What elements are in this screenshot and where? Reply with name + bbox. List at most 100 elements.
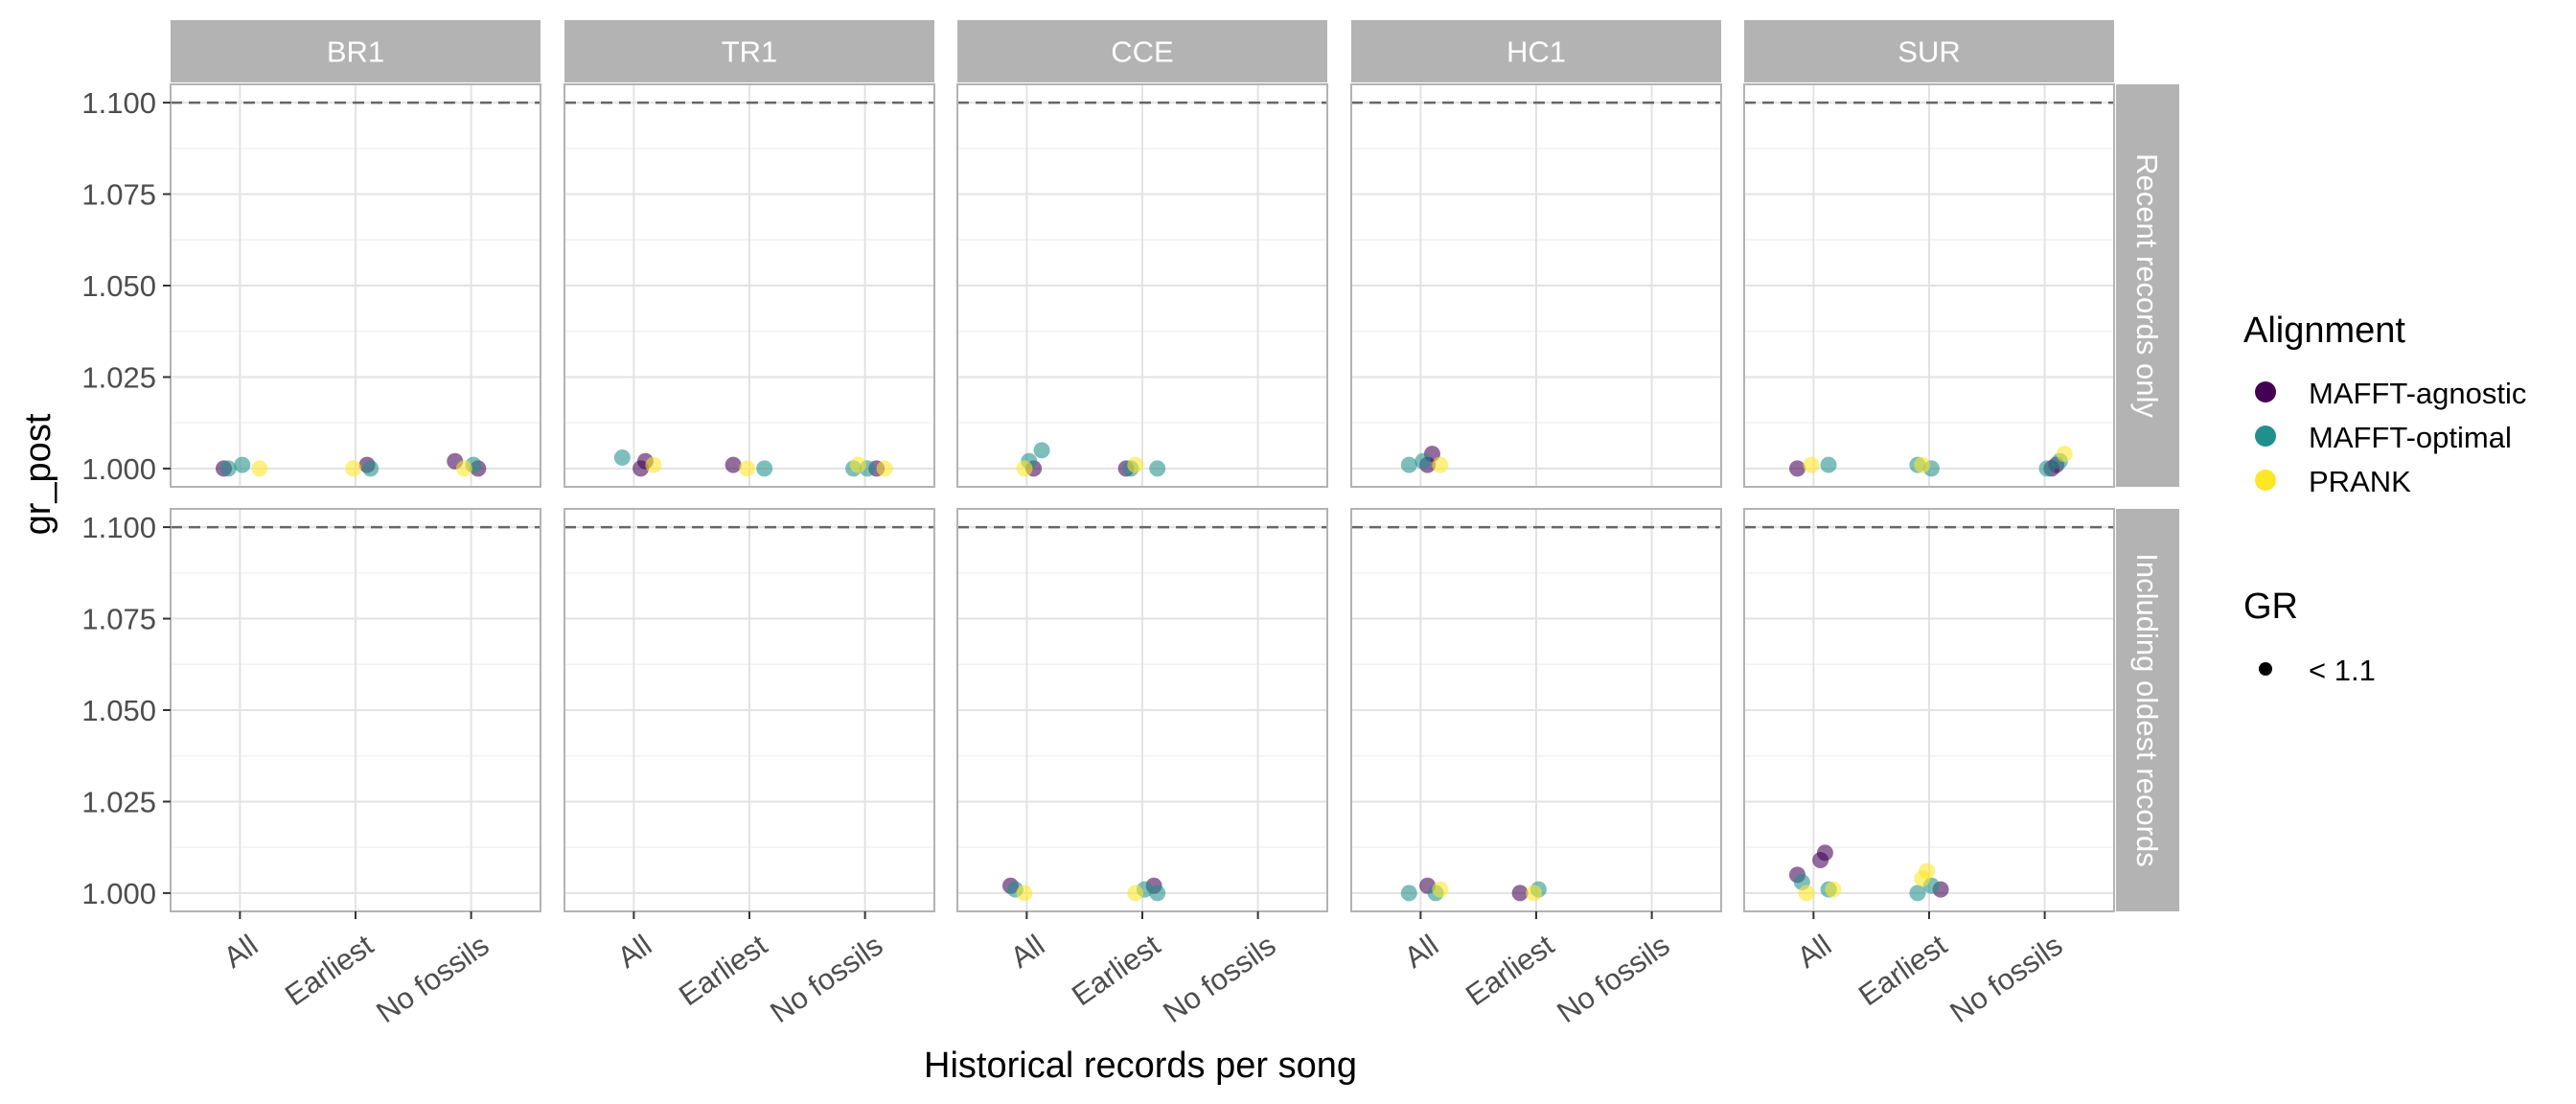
point-prank — [2056, 446, 2073, 463]
point-mafft-agnostic — [632, 460, 650, 477]
y-tick-label: 1.025 — [81, 785, 156, 818]
col-strip-cce: CCE — [957, 20, 1327, 82]
point-mafft-optimal — [756, 460, 773, 477]
panel-hc1-row-1 — [1350, 83, 1722, 488]
point-mafft-optimal — [1149, 460, 1166, 477]
y-tick-label: 1.075 — [81, 603, 156, 636]
point-prank — [1825, 881, 1842, 898]
x-tick-label: Earliest — [1066, 928, 1166, 1012]
point-prank — [251, 460, 268, 477]
panel-sur-row-2 — [1743, 508, 2115, 912]
y-tick-label: 1.000 — [81, 877, 156, 910]
point-prank — [1127, 885, 1144, 902]
point-prank — [1016, 460, 1033, 477]
y-tick-label: 1.025 — [81, 360, 156, 394]
strip-background — [171, 20, 540, 82]
panel-hc1-row-2 — [1350, 508, 1722, 912]
x-axis-title: Historical records per song — [924, 1046, 1357, 1086]
legend-label-mafft-agnostic: MAFFT-agnostic — [2309, 377, 2526, 410]
strip-background — [2116, 509, 2179, 911]
y-tick-label: 1.000 — [81, 452, 156, 486]
y-tick-label: 1.100 — [81, 86, 156, 120]
point-prank — [1432, 456, 1449, 473]
point-mafft-optimal — [219, 460, 237, 477]
point-prank — [1914, 456, 1931, 473]
x-tick-label: All — [218, 928, 264, 974]
y-tick-label: 1.050 — [81, 269, 156, 303]
legend-key-mafft-optimal — [2255, 426, 2276, 447]
x-tick-label: No fossils — [1551, 928, 1675, 1029]
point-mafft-optimal — [1149, 885, 1166, 902]
point-mafft-agnostic — [724, 456, 742, 473]
x-tick-label: No fossils — [1944, 928, 2068, 1029]
data-points — [215, 442, 2073, 902]
col-strip-hc1: HC1 — [1351, 20, 1721, 82]
strip-background — [2116, 84, 2179, 487]
legend-item-gr-below-threshold: < 1.1 — [2259, 654, 2376, 687]
row-strip-including-oldest-records: Including oldest records — [2116, 509, 2179, 911]
point-prank — [645, 456, 662, 473]
panel-tr1-row-2 — [564, 508, 935, 912]
col-strip-sur: SUR — [1744, 20, 2114, 82]
point-prank — [1432, 881, 1449, 898]
panel-border — [564, 83, 935, 488]
col-strip-label: HC1 — [1506, 35, 1566, 69]
panel-cce-row-2 — [956, 508, 1328, 912]
col-strip-label: BR1 — [327, 35, 384, 69]
x-tick-label: Earliest — [1852, 928, 1953, 1012]
col-strip-tr1: TR1 — [564, 20, 934, 82]
row-strip-label: Recent records only — [2130, 153, 2164, 418]
point-mafft-optimal — [1820, 456, 1837, 473]
legend-key-gr — [2259, 662, 2272, 676]
point-prank — [739, 460, 756, 477]
legend-item-prank: PRANK — [2255, 465, 2411, 498]
x-tick-label: All — [1004, 928, 1050, 974]
panel-br1-row-1 — [170, 83, 541, 488]
y-axis-title: gr_post — [18, 413, 58, 535]
y-tick-label: 1.075 — [81, 178, 156, 212]
legend-alignment-title: Alignment — [2243, 310, 2405, 351]
point-mafft-optimal — [1400, 885, 1417, 902]
legend-key-mafft-agnostic — [2255, 381, 2276, 402]
point-mafft-optimal — [234, 456, 251, 473]
point-mafft-optimal — [613, 448, 631, 466]
legend-label-mafft-optimal: MAFFT-optimal — [2309, 421, 2512, 454]
legend-label-prank: PRANK — [2309, 465, 2411, 498]
legend: Alignment MAFFT-agnostic MAFFT-optimal P… — [2243, 310, 2526, 687]
point-prank — [455, 460, 472, 477]
legend-item-mafft-optimal: MAFFT-optimal — [2255, 421, 2512, 454]
col-strip-br1: BR1 — [171, 20, 540, 82]
row-strip-recent-records-only: Recent records only — [2116, 84, 2179, 487]
point-prank — [1016, 885, 1033, 902]
point-prank — [1803, 456, 1820, 473]
legend-gr-title: GR — [2243, 586, 2298, 627]
point-mafft-optimal — [362, 460, 380, 477]
panel-cce-row-1 — [956, 83, 1328, 488]
point-prank — [849, 456, 866, 473]
point-prank — [876, 460, 893, 477]
panel-tr1-row-1 — [564, 83, 935, 488]
y-tick-label: 1.100 — [81, 511, 156, 544]
x-tick-label: All — [611, 928, 657, 974]
panels-layer — [170, 83, 2115, 912]
panel-sur-row-1 — [1743, 83, 2115, 488]
point-prank — [1798, 885, 1815, 902]
panel-border — [956, 83, 1328, 488]
point-mafft-agnostic — [1812, 852, 1829, 869]
point-mafft-agnostic — [1788, 460, 1806, 477]
point-mafft-optimal — [1909, 885, 1926, 902]
x-tick-label: No fossils — [764, 928, 888, 1029]
point-mafft-optimal — [1033, 442, 1050, 459]
point-mafft-agnostic — [1511, 885, 1529, 902]
x-tick-label: Earliest — [673, 928, 773, 1012]
panel-border — [1743, 83, 2115, 488]
x-tick-label: All — [1791, 928, 1837, 974]
strip-background — [564, 20, 934, 82]
x-tick-label: Earliest — [1460, 928, 1560, 1012]
point-prank — [1914, 870, 1931, 887]
point-mafft-optimal — [1400, 456, 1417, 473]
legend-label-gr: < 1.1 — [2309, 654, 2376, 687]
strip-background — [1351, 20, 1721, 82]
point-prank — [1127, 456, 1144, 473]
